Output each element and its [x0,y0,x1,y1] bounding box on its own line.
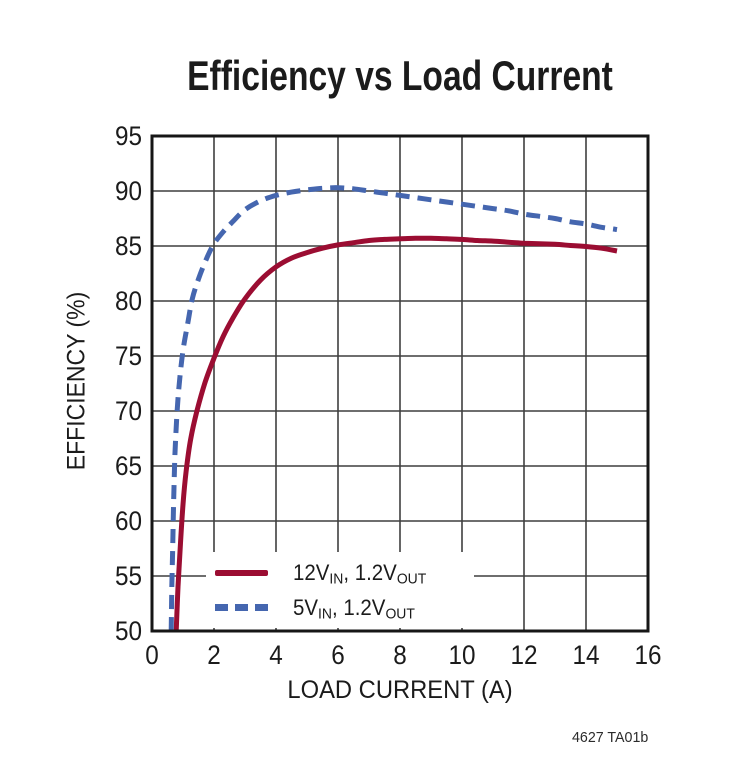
y-tick-label-60: 60 [114,506,142,536]
x-tick-label-14: 14 [572,640,600,670]
x-tick-label-8: 8 [393,640,407,670]
plot-area [150,134,650,633]
x-tick-label-12: 12 [510,640,538,670]
chart-title: Efficiency vs Load Current [187,52,613,99]
y-tick-label-80: 80 [114,286,142,316]
y-tick-label-70: 70 [114,396,142,426]
figure-note: 4627 TA01b [572,729,649,746]
x-tick-label-16: 16 [634,640,662,670]
legend-label-5vin: 5VIN, 1.2VOUT [293,594,415,622]
x-tick-label-2: 2 [207,640,221,670]
x-tick-label-6: 6 [331,640,345,670]
legend-row-5vin: 5VIN, 1.2VOUT [206,593,474,623]
y-tick-label-65: 65 [114,451,142,481]
x-tick-label-10: 10 [448,640,476,670]
legend-swatch-solid-red [215,569,268,576]
x-tick-label-4: 4 [269,640,283,670]
y-tick-label-85: 85 [114,231,142,261]
series-line-12vin [173,235,618,632]
y-axis-label: EFFICIENCY (%) [62,291,91,471]
legend-swatch-dashed-blue [215,604,268,611]
legend: 12VIN, 1.2VOUT 5VIN, 1.2VOUT [206,552,474,628]
y-tick-label-90: 90 [114,176,142,206]
y-tick-label-95: 95 [114,121,142,151]
plot-border [150,134,650,633]
y-tick-label-55: 55 [114,561,142,591]
legend-row-12vin: 12VIN, 1.2VOUT [206,558,474,588]
x-tick-label-0: 0 [145,640,159,670]
legend-label-12vin: 12VIN, 1.2VOUT [293,559,427,587]
series-line-5vin [168,185,618,632]
y-tick-label-75: 75 [114,341,142,371]
x-axis-label: LOAD CURRENT (A) [287,676,513,704]
y-tick-label-50: 50 [114,616,142,646]
